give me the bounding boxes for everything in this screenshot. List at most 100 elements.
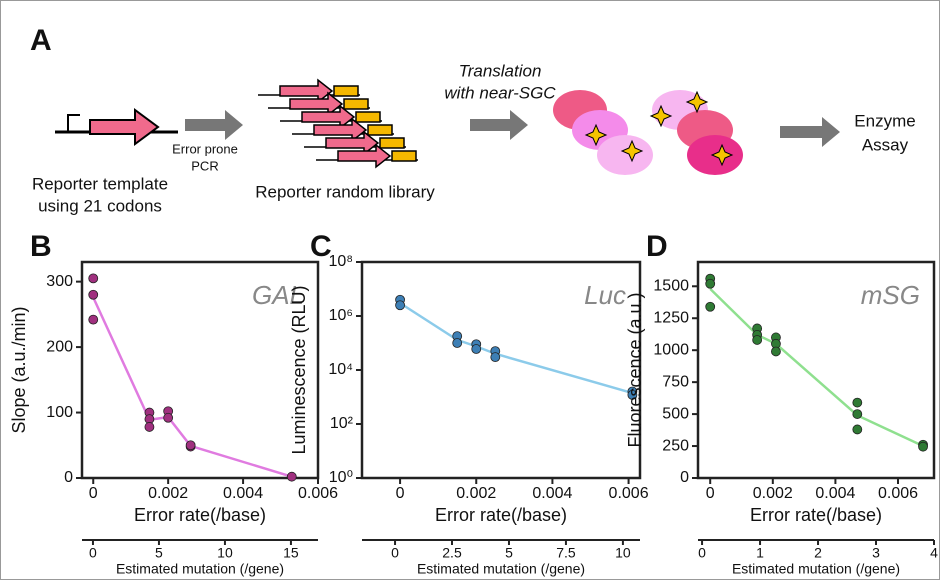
panel-label: D bbox=[646, 230, 668, 263]
x2-axis-label: Estimated mutation (/gene) bbox=[732, 561, 900, 577]
x-tick-label: 0.002 bbox=[456, 485, 496, 502]
annotation: Luc bbox=[584, 280, 626, 310]
x2-axis-label: Estimated mutation (/gene) bbox=[417, 561, 585, 577]
x2-tick-label: 0 bbox=[391, 545, 399, 561]
proteins bbox=[553, 90, 743, 175]
process-arrow bbox=[185, 110, 243, 140]
y-tick-label: 10⁰ bbox=[329, 469, 353, 486]
x2-tick-label: 3 bbox=[872, 545, 880, 561]
gene-arrow bbox=[89, 108, 160, 146]
y-tick-label: 0 bbox=[64, 469, 73, 486]
data-point bbox=[852, 424, 863, 435]
schematic: A Reporter template using 21 codons Erro… bbox=[30, 24, 916, 216]
x-tick-label: 0.002 bbox=[753, 485, 793, 502]
x-axis-label: Error rate(/base) bbox=[750, 505, 882, 525]
x2-tick-label: 2.5 bbox=[442, 545, 462, 561]
panel-label: C bbox=[310, 230, 332, 263]
x-tick-label: 0.004 bbox=[223, 485, 263, 502]
x-tick-label: 0.004 bbox=[815, 485, 855, 502]
annotation: GAL bbox=[252, 280, 304, 310]
y-tick-label: 100 bbox=[46, 404, 73, 421]
y-tick-label: 1000 bbox=[653, 341, 689, 358]
data-point bbox=[163, 412, 174, 423]
y-tick-label: 10⁴ bbox=[328, 361, 353, 378]
data-point bbox=[286, 471, 297, 482]
chart: B GAL 0 100 200 300 0 0.002 0.004 0.006 0 5 10 15 Erro… bbox=[9, 230, 338, 577]
data-point bbox=[471, 344, 482, 354]
x-tick-label: 0 bbox=[396, 485, 405, 502]
x-axis-label: Error rate(/base) bbox=[435, 505, 567, 525]
data-point bbox=[918, 441, 928, 452]
data-point bbox=[144, 422, 155, 432]
x2-tick-label: 10 bbox=[615, 545, 631, 561]
x2-tick-label: 5 bbox=[155, 545, 163, 561]
data-point bbox=[771, 346, 781, 357]
data-point bbox=[395, 300, 405, 311]
y-axis-label: Luminescence (RLU) bbox=[289, 285, 309, 454]
y-tick-label: 300 bbox=[46, 273, 73, 290]
process-arrow bbox=[780, 117, 840, 147]
template-label: using 21 codons bbox=[38, 196, 162, 215]
y-tick-label: 1500 bbox=[653, 278, 689, 295]
data-point bbox=[627, 389, 638, 400]
y-axis-label: Slope (a.u./min) bbox=[9, 306, 29, 433]
data-point bbox=[852, 397, 863, 408]
promoter bbox=[67, 114, 80, 132]
data-point bbox=[185, 440, 196, 451]
x2-tick-label: 0 bbox=[698, 545, 706, 561]
plot-frame bbox=[696, 260, 936, 480]
x2-tick-label: 1 bbox=[756, 545, 764, 561]
y-tick-label: 10⁶ bbox=[329, 307, 353, 324]
data-point bbox=[88, 314, 99, 325]
x2-tick-label: 15 bbox=[283, 545, 299, 561]
pcr-label: PCR bbox=[191, 158, 218, 173]
y-tick-label: 200 bbox=[46, 338, 73, 355]
assay-label: Assay bbox=[862, 135, 909, 154]
x2-tick-label: 4 bbox=[930, 545, 938, 561]
panel-label: A bbox=[30, 24, 52, 57]
x2-tick-label: 5 bbox=[505, 545, 513, 561]
data-point bbox=[88, 273, 99, 284]
x-tick-label: 0.004 bbox=[532, 485, 572, 502]
y-tick-label: 10² bbox=[330, 415, 354, 432]
x-tick-label: 0.006 bbox=[609, 485, 649, 502]
y-tick-label: 500 bbox=[662, 405, 689, 422]
plot-frame bbox=[80, 260, 320, 480]
data-point bbox=[705, 278, 716, 289]
data-point bbox=[752, 335, 763, 345]
data-point bbox=[852, 409, 863, 419]
x2-axis-label: Estimated mutation (/gene) bbox=[116, 561, 284, 577]
y-tick-label: 0 bbox=[680, 469, 689, 486]
pcr-label: Error prone bbox=[172, 141, 238, 156]
panel-label: B bbox=[30, 230, 52, 263]
x-tick-label: 0.006 bbox=[298, 485, 338, 502]
x2-tick-label: 2 bbox=[814, 545, 822, 561]
assay-label: Enzyme bbox=[854, 111, 915, 130]
process-arrow bbox=[470, 110, 528, 140]
y-tick-label: 750 bbox=[662, 373, 689, 390]
x-tick-label: 0 bbox=[89, 485, 98, 502]
x2-tick-label: 0 bbox=[89, 545, 97, 561]
y-tick-label: 1250 bbox=[653, 309, 689, 326]
annotation: mSG bbox=[861, 280, 920, 310]
y-axis-label: Fluorescence (a.u.) bbox=[625, 292, 645, 447]
x-axis-label: Error rate(/base) bbox=[134, 505, 266, 525]
x2-tick-label: 10 bbox=[217, 545, 233, 561]
library-label: Reporter random library bbox=[255, 182, 435, 201]
x2-tick-label: 7.5 bbox=[556, 545, 576, 561]
y-tick-label: 10⁸ bbox=[328, 253, 353, 270]
x-tick-label: 0.006 bbox=[878, 485, 918, 502]
y-tick-label: 250 bbox=[662, 437, 689, 454]
x-tick-label: 0.002 bbox=[148, 485, 188, 502]
template-label: Reporter template bbox=[32, 174, 168, 193]
translation-label: with near-SGC bbox=[444, 83, 556, 102]
chart: C Luc 10⁰ 10² 10⁴ 10⁶ 10⁸ 0 0.002 0.004 0.006 0 2.5 5… bbox=[289, 230, 649, 577]
data-point bbox=[452, 338, 463, 348]
data-point bbox=[88, 289, 99, 300]
x-tick-label: 0 bbox=[706, 485, 715, 502]
library bbox=[258, 78, 418, 169]
data-point bbox=[490, 352, 501, 363]
